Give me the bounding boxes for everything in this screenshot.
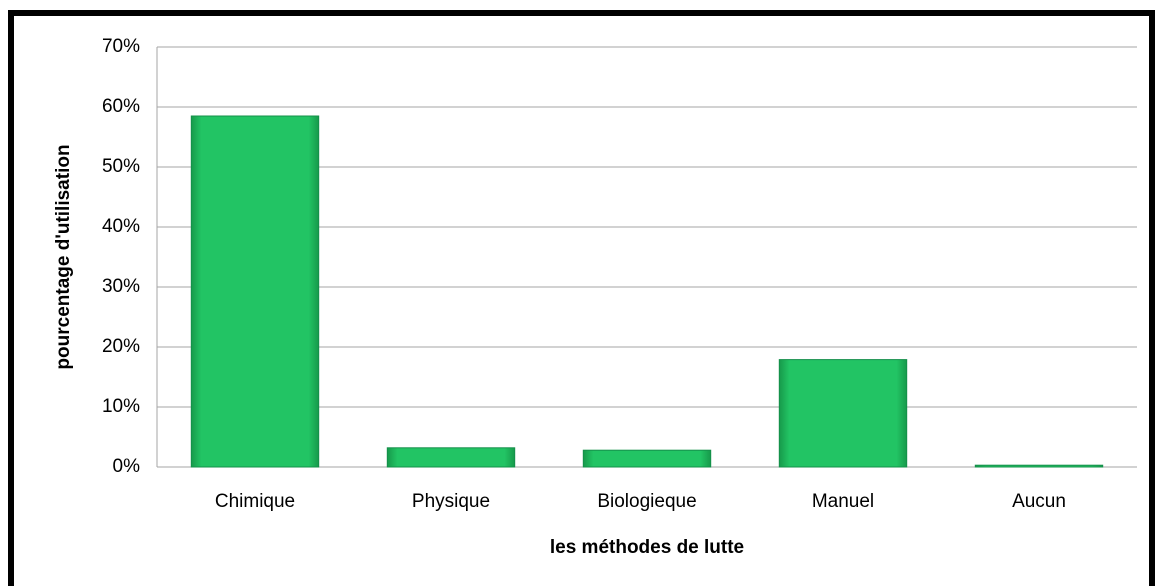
y-tick-label: 10% — [102, 396, 140, 417]
bar — [190, 115, 320, 468]
y-tick-label: 0% — [113, 456, 141, 477]
x-tick-label: Aucun — [1012, 491, 1066, 512]
y-tick-label: 40% — [102, 216, 140, 237]
y-tick-label: 60% — [102, 96, 140, 117]
bar — [778, 359, 908, 468]
y-tick-label: 30% — [102, 276, 140, 297]
y-tick-label: 50% — [102, 156, 140, 177]
x-tick-label: Physique — [412, 491, 490, 512]
y-tick-label: 20% — [102, 336, 140, 357]
x-tick-label: Biologieque — [597, 491, 696, 512]
bar — [582, 449, 712, 468]
frame — [8, 10, 1155, 586]
y-tick-label: 70% — [102, 36, 140, 57]
x-tick-label: Chimique — [215, 491, 295, 512]
y-axis-title: pourcentage d'utilisation — [53, 144, 74, 369]
x-tick-label: Manuel — [812, 491, 874, 512]
bar — [386, 447, 516, 468]
x-axis-title: les méthodes de lutte — [550, 537, 744, 558]
bar — [974, 464, 1104, 468]
